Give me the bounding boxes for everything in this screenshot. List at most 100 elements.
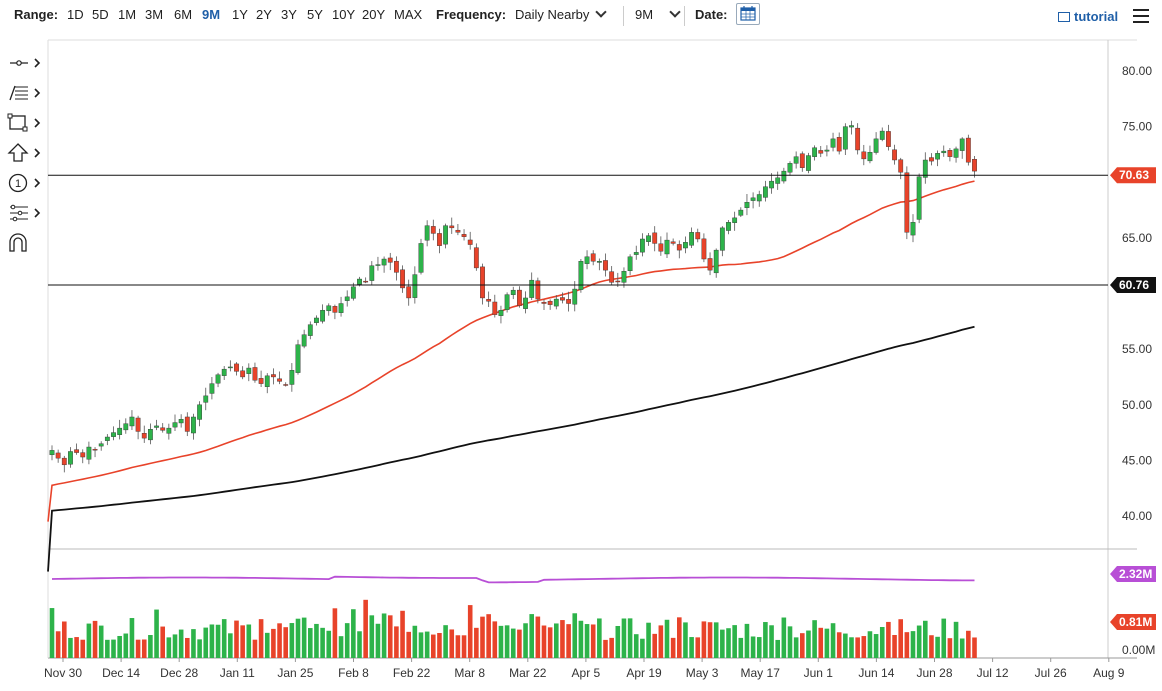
calendar-icon[interactable] [736,3,760,25]
candle-body [166,427,172,434]
candle-body [812,147,818,157]
range-2y[interactable]: 2Y [256,7,272,22]
candle [215,372,221,388]
candle [732,211,738,231]
crosshair-tool[interactable] [6,52,42,74]
candle-body [61,457,67,466]
candle-body [904,172,910,233]
candle [141,425,147,443]
volume-bar [424,631,430,658]
candle-body [246,367,252,374]
range-max[interactable]: MAX [394,7,423,22]
candle [867,145,873,164]
volume-bar [387,615,393,658]
period-select[interactable]: 9M [635,6,681,22]
price-label: 70.63 [1110,167,1156,184]
x-tick-label: Apr 19 [626,666,662,680]
candle [775,171,781,190]
range-6m[interactable]: 6M [174,7,193,22]
candle [535,277,541,304]
pitchfork-icon [10,204,41,222]
range-5y[interactable]: 5Y [307,7,323,22]
range-9m[interactable]: 9M [202,7,221,22]
range-20y[interactable]: 20Y [362,7,386,22]
candle [492,294,498,318]
candle-body [289,370,295,385]
volume-bar [314,623,319,658]
candle-body [664,239,670,255]
candle [400,265,405,293]
candle [129,410,135,430]
volume-bar [283,627,288,658]
range-5d[interactable]: 5D [92,7,109,22]
candle [553,295,559,310]
candle-body [763,186,768,198]
candle-body [424,225,430,241]
volume-bar [800,633,805,658]
candle [640,233,645,257]
volume-bar [787,626,793,658]
volume-bar [664,619,670,658]
candle-body [141,432,147,439]
range-1d[interactable]: 1D [67,7,84,22]
volume-bar [910,631,916,658]
tutorial-link[interactable]: tutorial [1058,9,1118,24]
arrow-tool[interactable] [6,142,42,164]
candle-body [640,238,645,253]
range-1y[interactable]: 1Y [232,7,248,22]
candle-body [560,297,565,301]
volume-bar [603,639,608,658]
marker-tool[interactable]: 1 [6,172,42,194]
candle-body [855,127,861,151]
range-1m[interactable]: 1M [118,7,137,22]
candle [836,132,842,155]
x-tick-label: Apr 5 [572,666,601,680]
candle [203,387,209,411]
candle-body [80,452,86,458]
volume-label: 2.32M [1110,566,1156,582]
x-tick-label: Mar 8 [454,666,485,680]
volume-bar [756,637,762,658]
candle-body [326,305,332,312]
pitchfork-tool[interactable] [6,202,42,224]
candle [849,120,854,135]
fibonacci-tool[interactable] [6,82,42,104]
candle [480,263,485,305]
volume-bar [412,625,418,658]
candle-body [922,159,928,178]
range-3y[interactable]: 3Y [281,7,297,22]
volume-bar [160,626,165,658]
volume-bar [695,637,701,658]
x-tick-label: Feb 22 [393,666,431,680]
candle-body [836,137,842,152]
candle-body [953,148,959,158]
volume-bar [418,632,424,658]
price-label-text: 60.76 [1119,278,1149,292]
range-10y[interactable]: 10Y [332,7,356,22]
candle-body [787,163,793,173]
candle [86,441,92,465]
frequency-select[interactable]: Daily Nearby [515,6,608,22]
volume-bar [55,631,61,658]
rectangle-tool[interactable] [6,112,42,134]
price-label-box [1110,167,1156,184]
range-3m[interactable]: 3M [145,7,164,22]
volume-bar [215,624,221,658]
candle [590,250,596,266]
candle-body [394,260,399,273]
candle-body [867,152,873,162]
hamburger-menu-icon[interactable] [1133,9,1149,23]
candle-body [517,289,522,306]
volume-bar [166,637,172,658]
volume-bar [769,625,774,658]
volume-bar [578,620,584,658]
candle-body [929,157,934,162]
candle [763,180,768,202]
candle [664,232,670,258]
volume-bar [935,636,940,658]
candle-body [160,427,166,431]
volume-bar [344,623,350,658]
candle [738,207,744,218]
volume-bar [49,608,55,658]
magnet-tool[interactable] [6,232,42,254]
